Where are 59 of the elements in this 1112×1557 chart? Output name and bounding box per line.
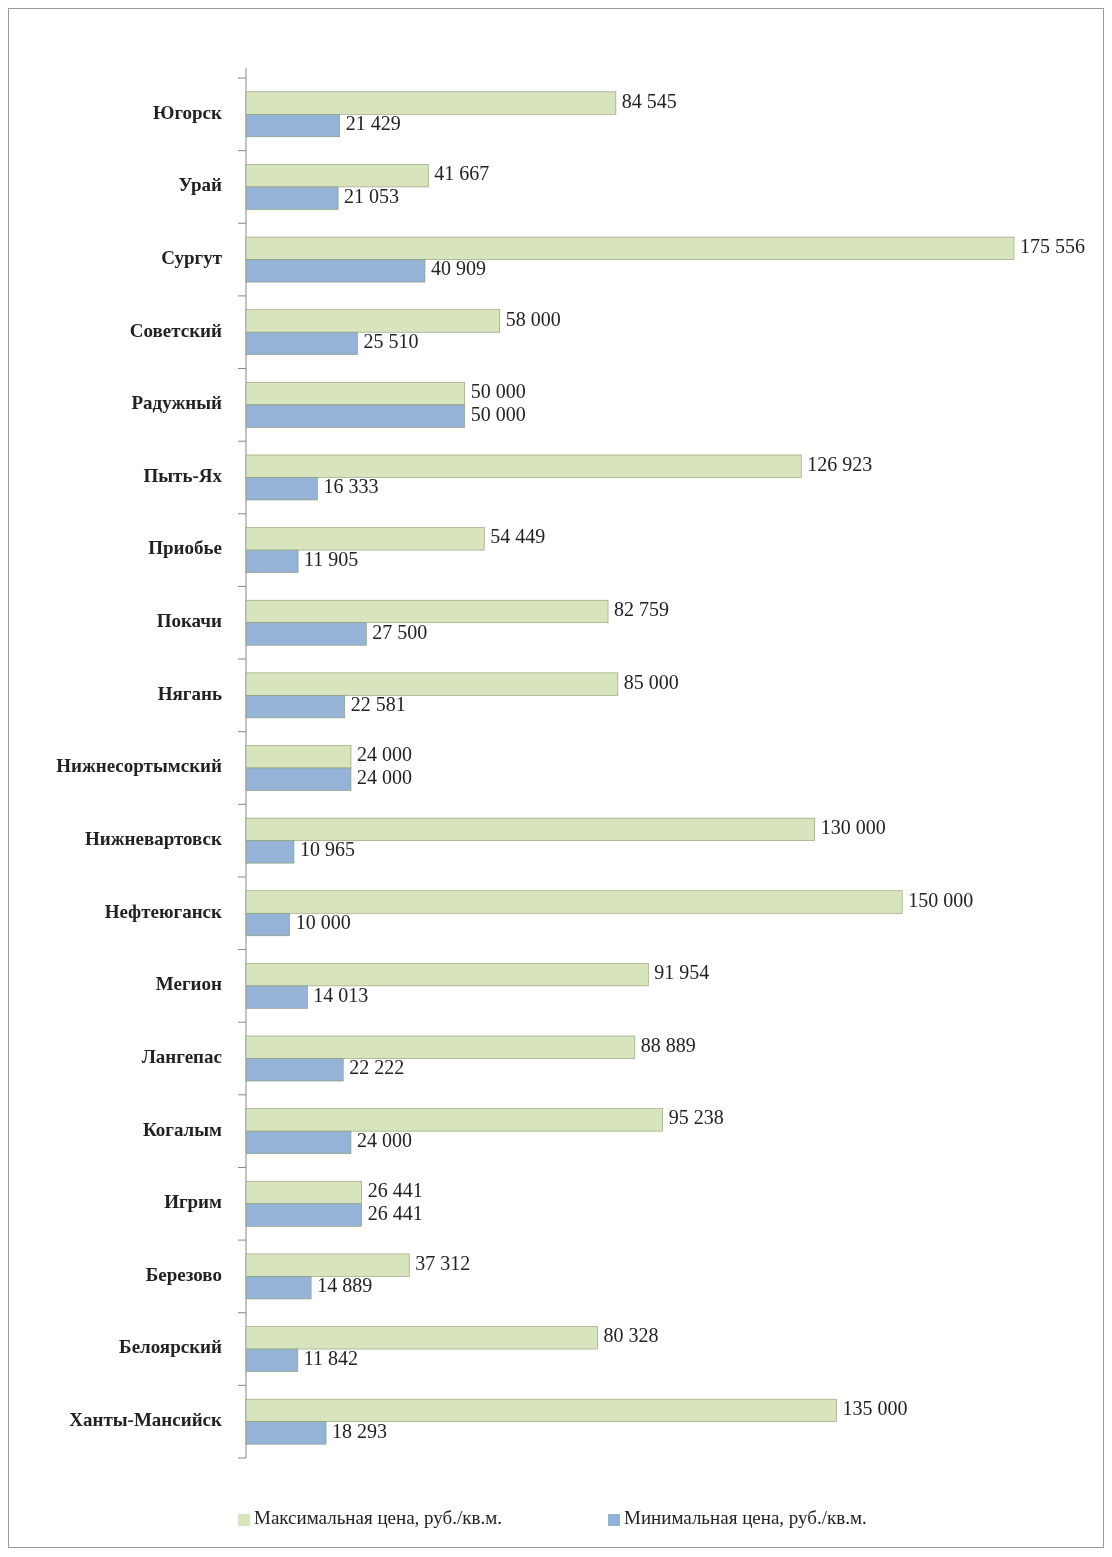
data-label: 26 441 xyxy=(367,1179,423,1202)
data-label: 11 905 xyxy=(304,547,359,570)
data-label: 10 000 xyxy=(295,911,351,934)
data-label: 26 441 xyxy=(367,1201,423,1224)
data-label: 91 954 xyxy=(654,961,710,984)
legend-label: Максимальная цена, руб./кв.м. xyxy=(254,1507,503,1529)
data-label: 22 222 xyxy=(349,1056,405,1079)
data-label: 11 842 xyxy=(303,1346,359,1369)
data-label: 175 556 xyxy=(1020,234,1085,257)
data-label: 50 000 xyxy=(470,402,526,425)
data-label: 126 923 xyxy=(807,452,873,475)
y-tick-label: Нягань xyxy=(157,682,222,704)
data-label: 130 000 xyxy=(820,815,886,838)
data-label: 14 013 xyxy=(313,983,369,1006)
data-label: 84 545 xyxy=(621,89,677,112)
data-label: 37 312 xyxy=(415,1251,471,1274)
y-tick-label: Югорск xyxy=(153,101,223,123)
y-tick-label: Когалым xyxy=(142,1118,223,1140)
data-label: 16 333 xyxy=(323,475,379,498)
data-label: 41 667 xyxy=(434,162,490,185)
data-label: 27 500 xyxy=(372,620,428,643)
y-tick-label: Лангепас xyxy=(141,1045,222,1067)
data-label: 88 889 xyxy=(640,1033,696,1056)
y-tick-label: Мегион xyxy=(155,973,223,995)
data-label: 85 000 xyxy=(623,670,679,693)
data-label: 24 000 xyxy=(356,1129,412,1152)
y-tick-label: Радужный xyxy=(131,392,223,414)
data-label: 24 000 xyxy=(356,765,412,788)
data-label: 40 909 xyxy=(430,257,486,280)
data-label: 50 000 xyxy=(470,380,526,403)
data-label: 135 000 xyxy=(842,1397,908,1420)
y-tick-label: Приобье xyxy=(148,537,222,559)
data-label: 82 759 xyxy=(614,598,670,621)
y-tick-label: Советский xyxy=(129,319,223,341)
y-tick-label: Нефтеюганск xyxy=(104,900,223,922)
y-tick-label: Игрим xyxy=(164,1191,223,1213)
data-label: 14 889 xyxy=(317,1274,373,1297)
data-label: 10 965 xyxy=(299,838,355,861)
data-label: 58 000 xyxy=(505,307,561,330)
y-tick-label: Нижнесортымский xyxy=(56,755,223,777)
y-tick-label: Нижневартовск xyxy=(85,827,223,849)
data-label: 24 000 xyxy=(356,743,412,766)
legend-label: Минимальная цена, руб./кв.м. xyxy=(624,1507,867,1529)
data-label: 150 000 xyxy=(908,888,974,911)
y-tick-label: Сургут xyxy=(161,246,223,268)
y-tick-label: Белоярский xyxy=(119,1336,223,1358)
data-label: 54 449 xyxy=(490,525,546,548)
data-label: 80 328 xyxy=(603,1324,659,1347)
data-label: 25 510 xyxy=(363,330,419,353)
data-label: 18 293 xyxy=(332,1419,388,1442)
data-label: 21 429 xyxy=(345,112,401,135)
y-tick-label: Покачи xyxy=(156,610,223,632)
y-tick-label: Ханты-Мансийск xyxy=(69,1409,223,1431)
data-label: 95 238 xyxy=(668,1106,724,1129)
data-label: 21 053 xyxy=(344,184,400,207)
y-tick-label: Березово xyxy=(145,1263,222,1285)
y-tick-label: Урай xyxy=(178,174,223,196)
y-tick-label: Пыть-Ях xyxy=(143,464,223,486)
data-label: 22 581 xyxy=(350,693,406,716)
